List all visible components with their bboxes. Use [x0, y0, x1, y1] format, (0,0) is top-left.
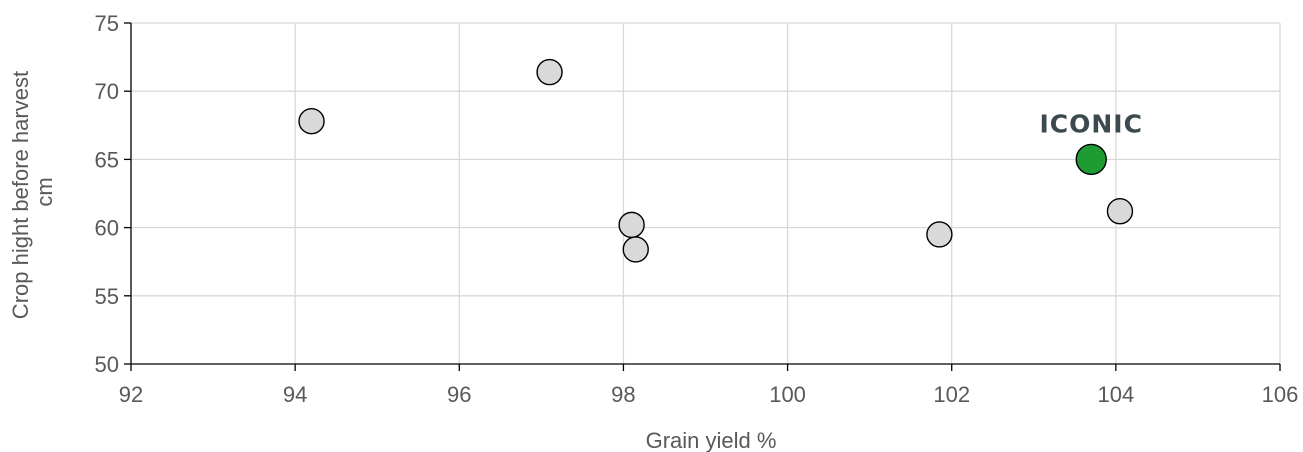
x-tick-label: 92: [119, 382, 143, 407]
x-tick-label: 98: [611, 382, 635, 407]
y-axis-title: Crop hight before harvest cm: [8, 65, 57, 319]
point-layer: [298, 58, 1134, 263]
y-tick-label: 70: [95, 79, 119, 104]
x-tick-label: 100: [769, 382, 806, 407]
data-point: [298, 108, 325, 135]
data-point: [1106, 198, 1134, 225]
x-tick-label: 106: [1262, 382, 1299, 407]
x-tick-label: 94: [283, 382, 307, 407]
y-axis-title-line-2: cm: [32, 177, 57, 206]
grid-layer: [131, 22, 1281, 364]
axis-layer: [124, 22, 1281, 371]
x-axis-title: Grain yield %: [646, 428, 777, 452]
y-tick-label: 50: [95, 352, 119, 377]
x-tick-label: 96: [447, 382, 471, 407]
highlight-point-label: ICONIC: [1039, 109, 1142, 138]
data-point: [926, 221, 953, 248]
x-tick-label: 104: [1097, 382, 1134, 407]
tick-label-layer: 50 55 60 65 70 75 92 94 96 98 100 102 104 106: [95, 11, 1299, 407]
highlight-point: [1075, 143, 1107, 176]
y-tick-label: 65: [95, 147, 119, 172]
y-tick-label: 60: [95, 216, 119, 241]
data-point: [536, 58, 563, 86]
x-tick-label: 102: [933, 382, 970, 407]
data-point: [618, 211, 645, 239]
data-point: [622, 236, 649, 263]
y-tick-label: 55: [95, 284, 119, 309]
y-axis-title-line-1: Crop hight before harvest: [8, 71, 33, 319]
label-layer: ICONIC: [1039, 109, 1142, 138]
y-tick-label: 75: [95, 11, 119, 36]
